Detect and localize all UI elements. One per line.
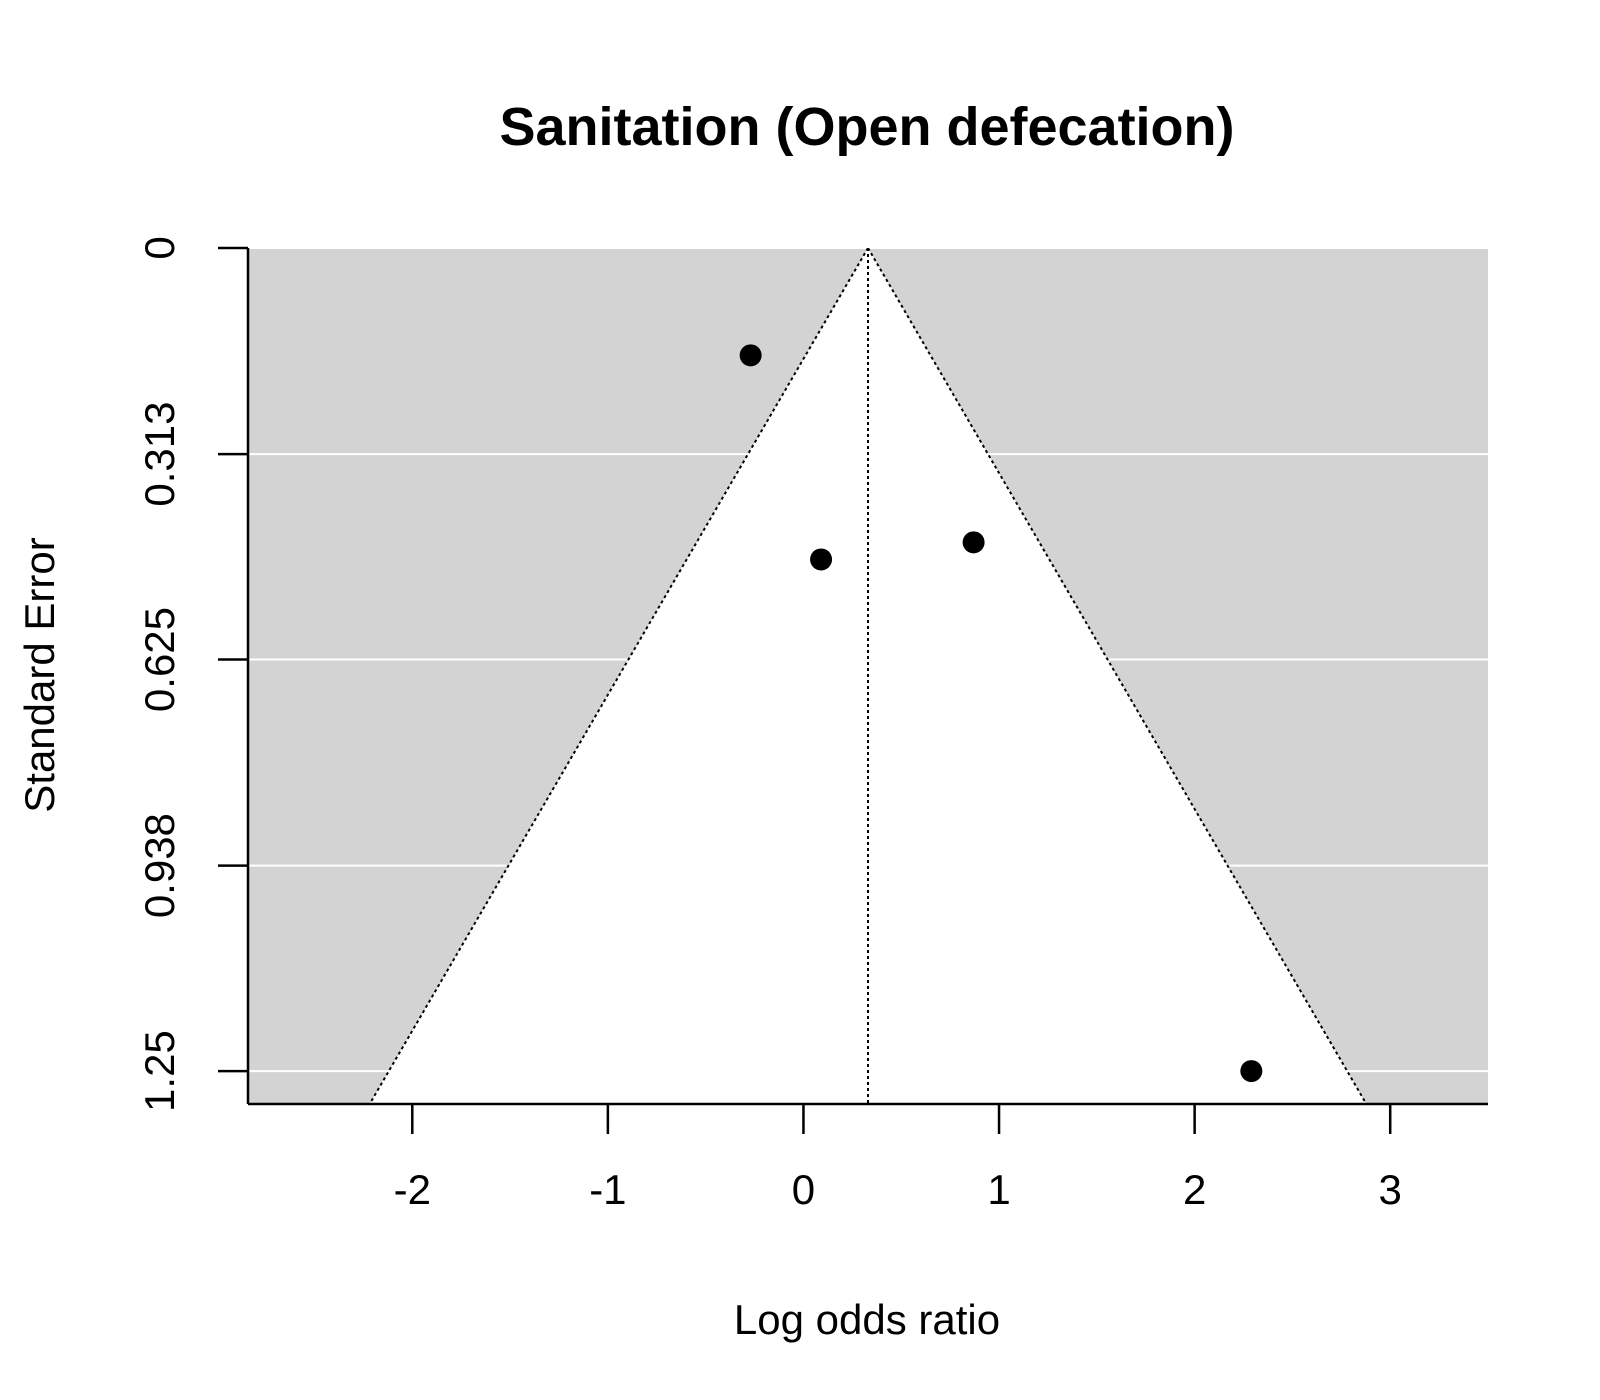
data-point-2 (962, 531, 985, 554)
x-tick-label-5: 3 (1379, 1166, 1402, 1213)
data-point-1 (810, 548, 833, 571)
x-tick-label-1: -1 (589, 1166, 626, 1213)
x-tick-label-0: -2 (394, 1166, 431, 1213)
data-point-0 (739, 344, 762, 367)
axes: -2 -1 0 1 2 3 0 0.313 0.625 0.938 1.25 (136, 236, 1488, 1213)
y-tick-label-0: 0 (136, 236, 183, 259)
x-axis-label: Log odds ratio (734, 1296, 1000, 1343)
x-tick-label-4: 2 (1183, 1166, 1206, 1213)
y-tick-label-1: 0.313 (136, 402, 183, 507)
y-tick-label-4: 1.25 (136, 1030, 183, 1112)
y-axis-label: Standard Error (16, 537, 63, 812)
plot-area (248, 248, 1488, 1104)
y-tick-label-3: 0.938 (136, 813, 183, 918)
x-tick-label-2: 0 (792, 1166, 815, 1213)
funnel-group (248, 248, 1488, 1104)
chart-title: Sanitation (Open defecation) (499, 97, 1234, 157)
data-point-3 (1240, 1060, 1263, 1083)
y-tick-label-2: 0.625 (136, 607, 183, 712)
x-tick-label-3: 1 (987, 1166, 1010, 1213)
